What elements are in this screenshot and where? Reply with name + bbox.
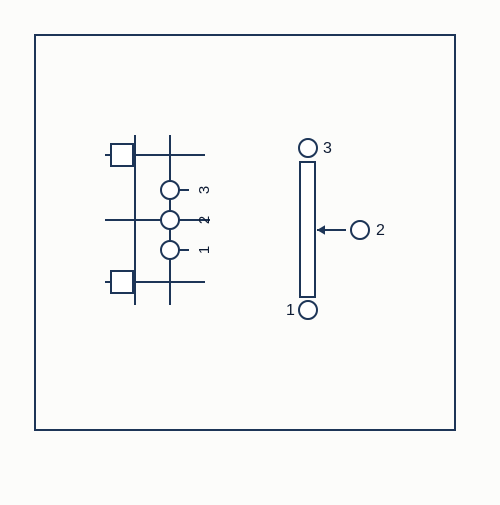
left-pin-circle-1 xyxy=(161,241,179,259)
right-body-rect xyxy=(300,162,315,297)
left-pin-label-1: 1 xyxy=(196,246,213,254)
left-pin-label-3: 3 xyxy=(196,186,213,194)
right-pin-circle-1 xyxy=(299,301,317,319)
right-wiper-arrow-head xyxy=(317,225,325,235)
left-pin-label-2: 2 xyxy=(196,216,213,224)
diagram-frame xyxy=(35,35,455,430)
right-pin-circle-2 xyxy=(351,221,369,239)
right-pin-circle-3 xyxy=(299,139,317,157)
right-pin-label-2: 2 xyxy=(376,222,385,239)
schematic-svg: 3 2 1 3 1 2 xyxy=(0,0,500,500)
left-pin-circle-2 xyxy=(161,211,179,229)
left-square-bottom xyxy=(111,271,133,293)
left-square-top xyxy=(111,144,133,166)
right-pin-label-1: 1 xyxy=(286,302,295,319)
right-pin-label-3: 3 xyxy=(323,140,332,157)
left-pin-circle-3 xyxy=(161,181,179,199)
